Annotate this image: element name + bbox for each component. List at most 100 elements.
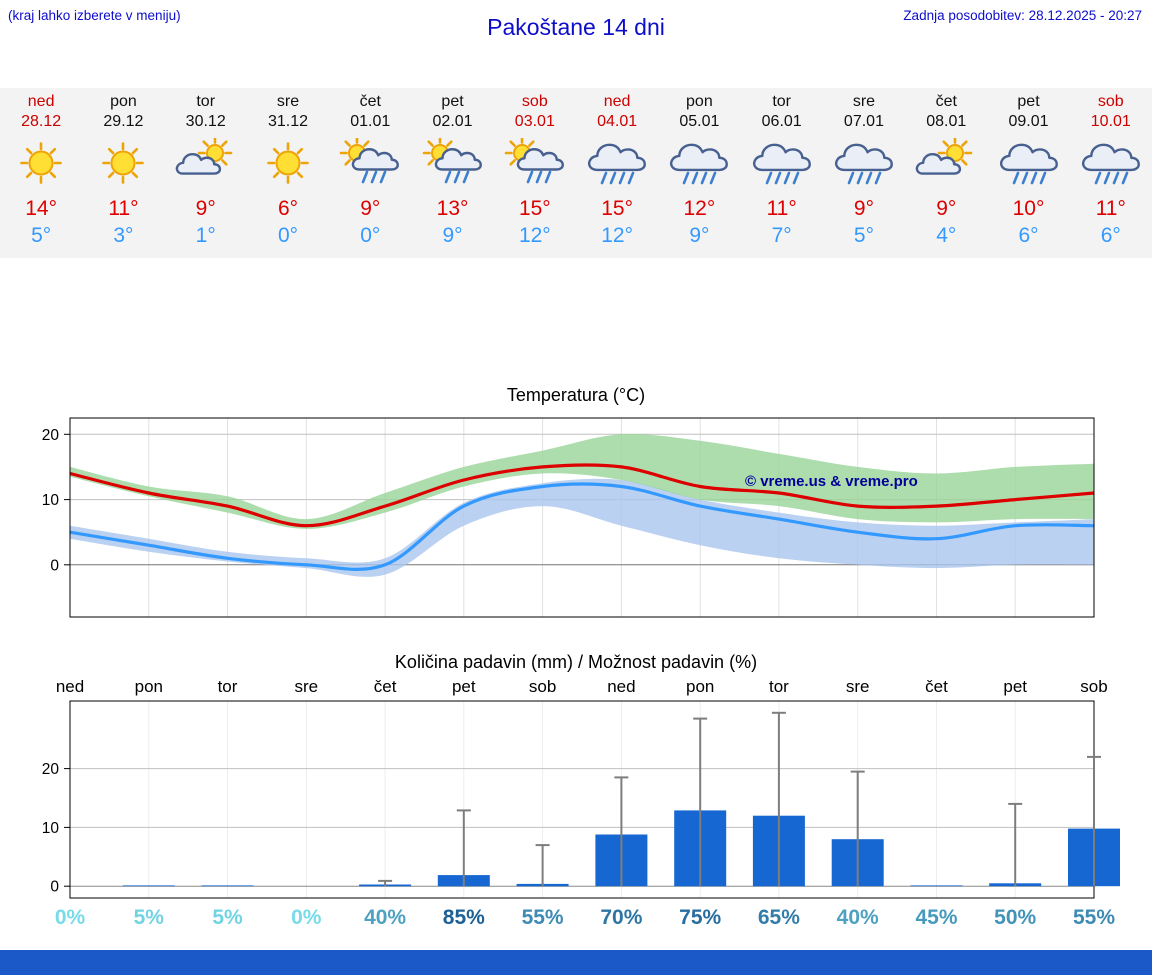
precip-bar (201, 885, 254, 887)
temp-high: 10° (1012, 197, 1045, 220)
day-name: pon (686, 93, 713, 110)
precip-probability-label: 50% (994, 906, 1036, 929)
day-label: sre (294, 677, 318, 696)
day-name: sre (852, 93, 876, 110)
day-column: pon 29.12 11° 3° (82, 88, 164, 258)
sun-cloud-rain-icon (339, 135, 401, 191)
day-date: 30.12 (185, 113, 226, 130)
precipitation-chart: ned pon tor sre čet pet sob ned pon tor sre čet pet s… (42, 677, 1120, 929)
y-tick-label: 10 (42, 492, 60, 509)
temp-low: 9° (689, 224, 710, 247)
menu-hint: (kraj lahko izberete v meniju) (8, 8, 181, 23)
day-column: sre 31.12 6° 0° (247, 88, 329, 258)
day-name: čet (359, 93, 381, 110)
precip-probability-label: 75% (679, 906, 721, 929)
temp-low: 0° (277, 224, 299, 247)
precip-probability-label: 5% (134, 906, 165, 929)
day-date: 09.01 (1008, 113, 1049, 130)
day-date: 10.01 (1090, 113, 1131, 130)
precip-probability-label: 40% (837, 906, 879, 929)
cloud-rain-icon (998, 135, 1060, 191)
day-column: tor 06.01 11° 7° (741, 88, 823, 258)
day-label: čet (925, 677, 948, 696)
precip-probability-label: 0% (291, 906, 322, 929)
day-label: sob (1080, 677, 1107, 696)
temp-low: 5° (31, 224, 52, 247)
precip-bar (910, 885, 963, 887)
temp-low: 5° (853, 224, 874, 247)
day-date: 31.12 (267, 113, 308, 130)
precip-probability-label: 55% (1073, 906, 1115, 929)
day-label: pet (1003, 677, 1027, 696)
day-label: tor (769, 677, 789, 696)
temp-high: 11° (108, 197, 139, 220)
temp-high: 15° (518, 197, 551, 220)
cloud-rain-icon (1080, 135, 1142, 191)
temp-max-line (69, 463, 1095, 528)
day-column: sre 07.01 9° 5° (823, 88, 905, 258)
cloud-rain-icon (586, 135, 648, 191)
cloud-rain-icon (668, 135, 730, 191)
day-date: 05.01 (679, 113, 720, 130)
temp-low: 1° (195, 224, 216, 247)
day-label: tor (218, 677, 238, 696)
day-name: ned (27, 93, 55, 110)
temp-high: 6° (277, 197, 299, 220)
temp-high: 12° (683, 197, 716, 220)
plot-border (69, 700, 1095, 899)
last-update-label: Zadnja posodobitev: 28.12.2025 - 20:27 (903, 8, 1142, 23)
precip-probability-label: 85% (443, 906, 485, 929)
y-tick-label: 20 (42, 427, 60, 444)
temp-high: 13° (436, 197, 469, 220)
cloud-rain-icon (833, 135, 895, 191)
day-date: 28.12 (21, 113, 62, 130)
y-tick-label: 0 (50, 879, 59, 896)
precip-probability-label: 45% (915, 906, 957, 929)
day-date: 01.01 (350, 113, 391, 130)
day-name: sob (521, 93, 548, 110)
precip-probability-label: 40% (364, 906, 406, 929)
day-label: pon (686, 677, 714, 696)
day-column: sob 10.01 11° 6° (1070, 88, 1152, 258)
temp-min-band (70, 478, 1094, 577)
day-column: pet 02.01 13° 9° (411, 88, 493, 258)
day-date: 08.01 (926, 113, 967, 130)
temp-high: 11° (1095, 197, 1126, 220)
day-name: sre (276, 93, 300, 110)
day-date: 29.12 (103, 113, 144, 130)
day-column: tor 30.12 9° 1° (165, 88, 247, 258)
day-label: pon (135, 677, 163, 696)
temp-high: 9° (360, 197, 381, 220)
y-tick-label: 10 (42, 820, 60, 837)
day-name: čet (935, 93, 957, 110)
forecast-strip: ned 28.12 14° 5° pon 29.12 11° 3° tor 30.12 9° 1° sr… (0, 88, 1152, 258)
temperature-chart: 20 10 0 © vreme.us & vreme.pro (42, 417, 1095, 618)
temp-low: 3° (113, 224, 134, 247)
temp-low: 6° (1018, 224, 1039, 247)
day-column: čet 01.01 9° 0° (329, 88, 411, 258)
precip-probability-label: 0% (55, 906, 86, 929)
day-date: 06.01 (761, 113, 802, 130)
page-header: (kraj lahko izberete v meniju) Pakoštane… (0, 0, 1152, 48)
sun-icon (92, 135, 154, 191)
precip-probability-label: 70% (600, 906, 642, 929)
sun-cloud-icon (175, 135, 237, 191)
sun-icon (257, 135, 319, 191)
day-label: pet (452, 677, 476, 696)
y-tick-label: 20 (42, 761, 60, 778)
sun-icon (10, 135, 72, 191)
cloud-rain-icon (751, 135, 813, 191)
day-date: 02.01 (432, 113, 473, 130)
plot-border (69, 417, 1095, 618)
day-column: pet 09.01 10° 6° (987, 88, 1069, 258)
temp-low: 7° (771, 224, 792, 247)
precip-probability-label: 5% (212, 906, 243, 929)
precip-bar (122, 885, 175, 887)
day-label: sre (846, 677, 870, 696)
day-name: tor (772, 93, 791, 110)
temp-low: 0° (360, 224, 381, 247)
precipitation-chart-title: Količina padavin (mm) / Možnost padavin … (394, 652, 758, 672)
temp-high: 9° (936, 197, 957, 220)
y-tick-label: 0 (50, 557, 59, 574)
day-name: sob (1097, 93, 1124, 110)
